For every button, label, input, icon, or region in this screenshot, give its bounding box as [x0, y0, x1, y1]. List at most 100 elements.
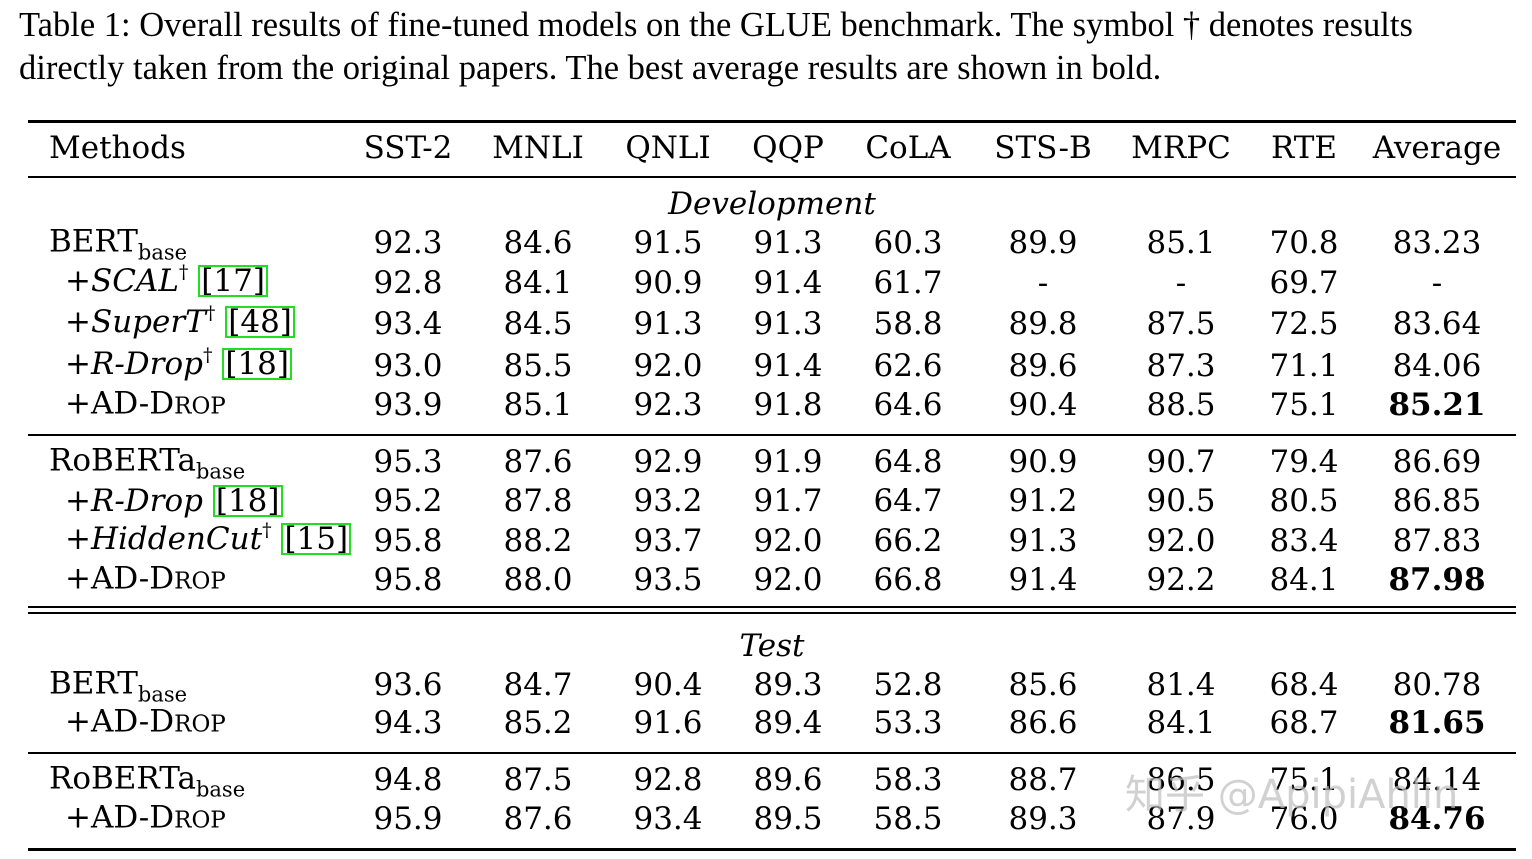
method-name: RoBERTa — [49, 442, 196, 479]
method-name: +R-Drop — [65, 346, 203, 382]
citation-link[interactable]: [18] — [212, 485, 283, 517]
column-header-rte: RTE — [1270, 130, 1338, 166]
value-cell-mnli: 84.5 — [503, 306, 573, 342]
value-cell-mnli: 87.6 — [503, 444, 573, 480]
value-cell-mnli: 85.1 — [503, 387, 573, 423]
value-cell-mrpc: 87.5 — [1146, 306, 1216, 342]
citation-link[interactable]: [18] — [222, 346, 293, 382]
value-cell-mrpc: 90.5 — [1146, 483, 1216, 519]
method-cell: +R-Drop† [18] — [65, 344, 293, 386]
value-cell-cola: 61.7 — [873, 265, 943, 301]
value-cell-mrpc: 87.9 — [1146, 801, 1216, 837]
value-cell-sst-2: 92.8 — [373, 265, 443, 301]
value-cell-rte: 68.7 — [1269, 705, 1339, 741]
value-cell-sts-b: 90.4 — [1008, 387, 1078, 423]
method-cell: RoBERTabase — [49, 761, 245, 802]
value-cell-mnli: 85.2 — [503, 705, 573, 741]
method-name: +AD-DROP — [65, 799, 226, 836]
value-cell-mrpc: 84.1 — [1146, 705, 1216, 741]
dagger-mark: † — [178, 261, 189, 283]
method-cell: +SuperT† [48] — [65, 302, 295, 344]
method-name: BERT — [49, 223, 138, 260]
value-cell-cola: 62.6 — [873, 348, 943, 384]
citation-link[interactable]: [17] — [198, 265, 268, 297]
method-name: +AD-DROP — [65, 560, 226, 597]
value-cell-sts-b: 90.9 — [1008, 444, 1078, 480]
value-cell-cola: 64.6 — [873, 387, 943, 423]
value-cell-sts-b: - — [1037, 265, 1049, 301]
value-cell-sst-2: 93.6 — [373, 667, 443, 703]
value-cell-average: 83.23 — [1392, 225, 1482, 261]
value-cell-sst-2: 93.0 — [373, 348, 443, 384]
value-cell-sts-b: 91.2 — [1008, 483, 1078, 519]
method-name: +SuperT — [65, 304, 206, 340]
method-name: +AD-DROP — [65, 385, 226, 422]
value-cell-mnli: 84.1 — [503, 265, 573, 301]
value-cell-sts-b: 86.6 — [1008, 705, 1078, 741]
value-cell-qqp: 92.0 — [753, 562, 823, 598]
value-cell-cola: 64.7 — [873, 483, 943, 519]
value-cell-qnli: 91.6 — [633, 705, 703, 741]
value-cell-qnli: 93.7 — [633, 523, 703, 559]
method-cell: +SCAL† [17] — [65, 261, 268, 303]
value-cell-cola: 58.5 — [873, 801, 943, 837]
value-cell-qqp: 92.0 — [753, 523, 823, 559]
method-name-smallcaps: ROP — [174, 393, 226, 420]
value-cell-mrpc: 81.4 — [1146, 667, 1216, 703]
value-cell-rte: 71.1 — [1269, 348, 1339, 384]
value-cell-mrpc: 90.7 — [1146, 444, 1216, 480]
value-cell-sst-2: 95.3 — [373, 444, 443, 480]
citation-link[interactable]: [48] — [225, 306, 295, 338]
value-cell-sts-b: 89.3 — [1008, 801, 1078, 837]
value-cell-qqp: 91.9 — [753, 444, 823, 480]
value-cell-mrpc: 92.0 — [1146, 523, 1216, 559]
value-cell-cola: 58.8 — [873, 306, 943, 342]
value-cell-rte: 83.4 — [1269, 523, 1339, 559]
method-name: +HiddenCut — [65, 521, 263, 557]
value-cell-rte: 75.1 — [1269, 387, 1339, 423]
column-header-sts-b: STS-B — [994, 130, 1092, 166]
value-cell-qqp: 89.3 — [753, 667, 823, 703]
value-cell-average: 87.83 — [1392, 523, 1482, 559]
citation-number: 48 — [240, 304, 280, 340]
value-cell-mnli: 87.6 — [503, 801, 573, 837]
value-cell-mrpc: 85.1 — [1146, 225, 1216, 261]
section-title: Development — [668, 186, 876, 222]
value-cell-qqp: 89.4 — [753, 705, 823, 741]
value-cell-qnli: 91.3 — [633, 306, 703, 342]
value-cell-qnli: 90.9 — [633, 265, 703, 301]
dagger-mark: † — [202, 344, 213, 366]
method-cell: BERTbase — [49, 666, 187, 707]
results-table: Methods SST-2 MNLI QNLI QQP CoLA STS-B MRPC RTE A… — [28, 118, 1516, 858]
value-cell-qnli: 93.2 — [633, 483, 703, 519]
value-cell-qqp: 89.6 — [753, 762, 823, 798]
value-cell-qqp: 91.4 — [753, 348, 823, 384]
value-cell-qnli: 92.3 — [633, 387, 703, 423]
method-name-smallcaps: ROP — [174, 807, 226, 834]
method-subscript: base — [137, 240, 188, 265]
citation-link[interactable]: [15] — [281, 523, 352, 555]
value-cell-sts-b: 89.9 — [1008, 225, 1078, 261]
method-name-smallcaps: ROP — [174, 568, 226, 595]
value-cell-sst-2: 94.8 — [373, 762, 443, 798]
bottom-rule — [28, 848, 1516, 851]
value-cell-mnli: 87.8 — [503, 483, 573, 519]
column-header-mnli: MNLI — [492, 130, 584, 166]
value-cell-average: 86.69 — [1392, 444, 1482, 480]
caption-line-2: directly taken from the original papers.… — [19, 49, 1162, 87]
value-cell-cola: 52.8 — [873, 667, 943, 703]
method-name: +AD-DROP — [65, 703, 226, 740]
value-cell-mnli: 87.5 — [503, 762, 573, 798]
value-cell-sst-2: 95.8 — [373, 523, 443, 559]
value-cell-qnli: 92.9 — [633, 444, 703, 480]
value-cell-average: 84.14 — [1392, 762, 1482, 798]
citation-number: 18 — [237, 346, 277, 382]
value-cell-qqp: 91.3 — [753, 306, 823, 342]
table-caption: Table 1: Overall results of fine-tuned m… — [19, 4, 1519, 90]
value-cell-sts-b: 88.7 — [1008, 762, 1078, 798]
column-header-cola: CoLA — [865, 130, 951, 166]
value-cell-average: 85.21 — [1388, 387, 1486, 423]
value-cell-qnli: 93.5 — [633, 562, 703, 598]
value-cell-mrpc: 87.3 — [1146, 348, 1216, 384]
value-cell-mrpc: 88.5 — [1146, 387, 1216, 423]
